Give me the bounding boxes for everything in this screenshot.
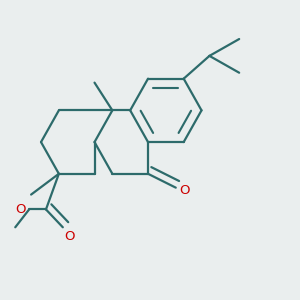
Text: O: O: [64, 230, 75, 243]
Text: O: O: [15, 203, 26, 216]
Text: O: O: [179, 184, 190, 196]
